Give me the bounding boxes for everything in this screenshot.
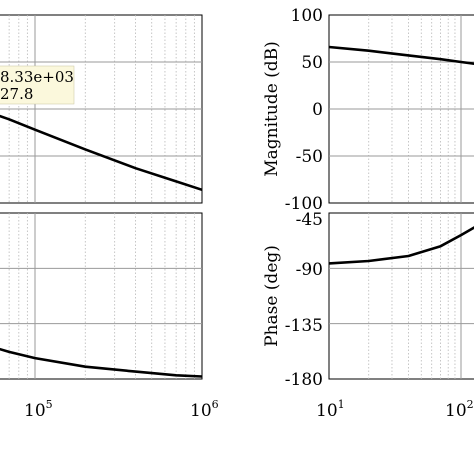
right-mag-ytick-100: 100 xyxy=(291,6,323,26)
left-phase-axes xyxy=(0,212,203,380)
right-mag-ytick-neg50: -50 xyxy=(296,147,323,167)
response-curves xyxy=(0,45,474,378)
response-curve-left-phase xyxy=(0,347,203,378)
datatip-box xyxy=(0,65,75,105)
grid-lines xyxy=(0,15,474,379)
response-curve-right-phase xyxy=(328,226,474,265)
left-xtick-1e5: 105 xyxy=(24,398,53,421)
datatip-line2: 27.8 xyxy=(0,85,33,103)
magnitude-axis-label: Magnitude (dB) xyxy=(262,41,282,177)
right-mag-ytick-0: 0 xyxy=(312,100,323,120)
right-phase-ytick-neg180: -180 xyxy=(285,370,323,390)
right-phase-ytick-neg90: -90 xyxy=(296,260,323,280)
response-curve-left-magnitude xyxy=(0,114,203,192)
response-curve-right-magnitude xyxy=(328,45,474,65)
left-xtick-1e6: 106 xyxy=(190,398,219,421)
datatip: 8.33e+03 27.8 xyxy=(0,65,75,105)
right-mag-ytick-50: 50 xyxy=(301,53,323,73)
right-phase-ytick-neg135: -135 xyxy=(285,316,323,336)
right-phase-ytick-neg45: -45 xyxy=(296,210,323,230)
phase-axis-label: Phase (deg) xyxy=(262,245,282,347)
right-phase-axes xyxy=(328,212,474,380)
datatip-line1: 8.33e+03 xyxy=(0,68,74,86)
right-xtick-1e1: 101 xyxy=(316,398,345,421)
right-mag-ytick-neg100: -100 xyxy=(285,194,323,214)
right-xtick-1e2: 102 xyxy=(445,398,474,421)
